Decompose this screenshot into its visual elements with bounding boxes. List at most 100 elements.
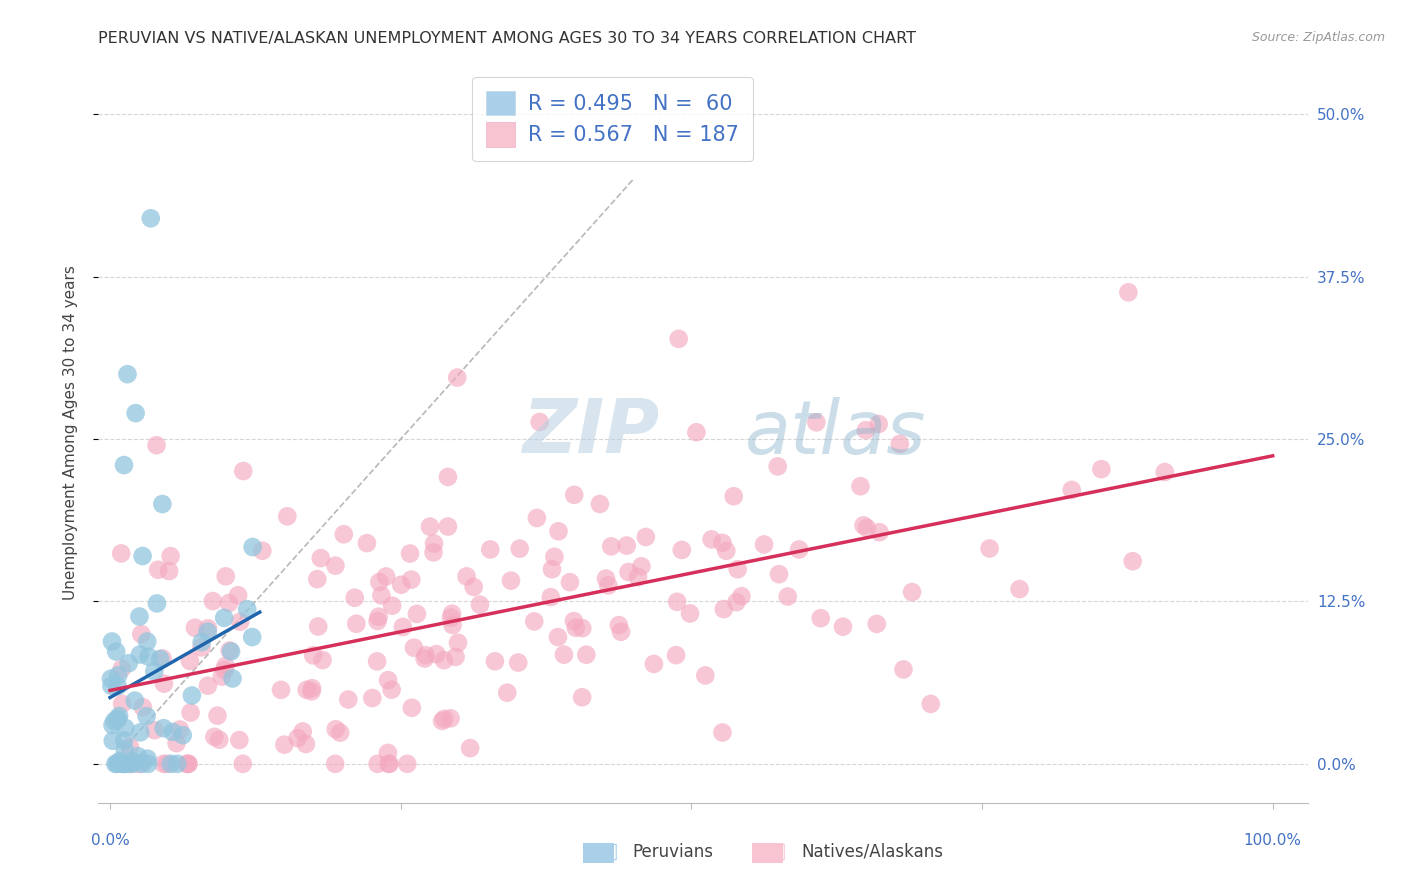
- Point: [177, 756, 200, 771]
- Point: [218, 596, 240, 610]
- Point: [399, 547, 422, 561]
- Point: [117, 657, 139, 671]
- Point: [179, 654, 201, 668]
- Point: [356, 536, 378, 550]
- Point: [229, 615, 252, 629]
- Point: [634, 530, 657, 544]
- Point: [668, 332, 690, 346]
- Point: [146, 563, 169, 577]
- Point: [333, 527, 356, 541]
- Point: [367, 756, 389, 771]
- Point: [159, 756, 181, 771]
- Point: [107, 756, 129, 771]
- Point: [112, 458, 135, 472]
- Point: [547, 630, 569, 644]
- Text: Source: ZipAtlas.com: Source: ZipAtlas.com: [1251, 31, 1385, 45]
- Point: [215, 569, 238, 583]
- Point: [368, 575, 391, 590]
- Point: [240, 630, 263, 644]
- Point: [401, 573, 423, 587]
- Point: [979, 541, 1001, 556]
- Point: [291, 724, 314, 739]
- Point: [124, 693, 146, 707]
- Text: ⬜: ⬜: [606, 842, 617, 862]
- Point: [458, 741, 481, 756]
- Point: [366, 654, 388, 668]
- Point: [307, 572, 329, 586]
- Legend: R = 0.495   N =  60, R = 0.567   N = 187: R = 0.495 N = 60, R = 0.567 N = 187: [471, 77, 754, 161]
- Point: [444, 649, 467, 664]
- Point: [1153, 465, 1175, 479]
- Point: [159, 549, 181, 563]
- Point: [197, 621, 219, 635]
- Point: [437, 470, 460, 484]
- Point: [295, 737, 318, 751]
- Point: [806, 415, 828, 429]
- Point: [226, 588, 249, 602]
- Point: [228, 733, 250, 747]
- Point: [616, 539, 638, 553]
- Point: [768, 567, 790, 582]
- Point: [598, 578, 620, 592]
- Point: [575, 648, 598, 662]
- Point: [107, 712, 129, 726]
- Point: [128, 609, 150, 624]
- Point: [273, 738, 295, 752]
- Point: [100, 679, 122, 693]
- Point: [129, 648, 152, 662]
- Point: [595, 572, 617, 586]
- Point: [446, 370, 468, 384]
- Point: [468, 598, 491, 612]
- Point: [496, 686, 519, 700]
- Point: [547, 524, 569, 539]
- Point: [562, 614, 585, 628]
- Point: [630, 559, 652, 574]
- Point: [105, 644, 128, 658]
- Point: [627, 570, 650, 584]
- Point: [101, 634, 124, 648]
- Point: [600, 540, 623, 554]
- Point: [100, 672, 122, 686]
- Point: [139, 211, 162, 226]
- Point: [202, 730, 225, 744]
- Point: [236, 602, 259, 616]
- Point: [499, 574, 522, 588]
- Point: [1122, 554, 1144, 568]
- Point: [311, 653, 333, 667]
- Point: [766, 459, 789, 474]
- Point: [389, 578, 412, 592]
- Point: [145, 438, 167, 452]
- Point: [301, 684, 323, 698]
- Point: [287, 731, 309, 745]
- Point: [143, 665, 166, 679]
- Point: [128, 756, 150, 771]
- Point: [920, 697, 942, 711]
- Point: [526, 511, 548, 525]
- Point: [107, 668, 129, 682]
- Point: [190, 635, 212, 649]
- Point: [700, 533, 723, 547]
- Point: [607, 618, 630, 632]
- Point: [232, 756, 254, 771]
- Point: [138, 649, 160, 664]
- Point: [479, 542, 502, 557]
- Point: [169, 723, 191, 737]
- Point: [131, 549, 153, 563]
- Point: [152, 651, 174, 665]
- Point: [114, 756, 136, 771]
- Point: [177, 756, 200, 771]
- Point: [711, 725, 734, 739]
- Point: [381, 599, 404, 613]
- Point: [157, 564, 180, 578]
- Point: [201, 594, 224, 608]
- Point: [132, 700, 155, 714]
- Point: [419, 519, 441, 533]
- Point: [695, 668, 717, 682]
- Point: [901, 585, 924, 599]
- Point: [110, 546, 132, 560]
- Point: [323, 756, 346, 771]
- Point: [679, 607, 702, 621]
- Point: [211, 670, 233, 684]
- Point: [105, 756, 128, 771]
- Point: [377, 756, 399, 771]
